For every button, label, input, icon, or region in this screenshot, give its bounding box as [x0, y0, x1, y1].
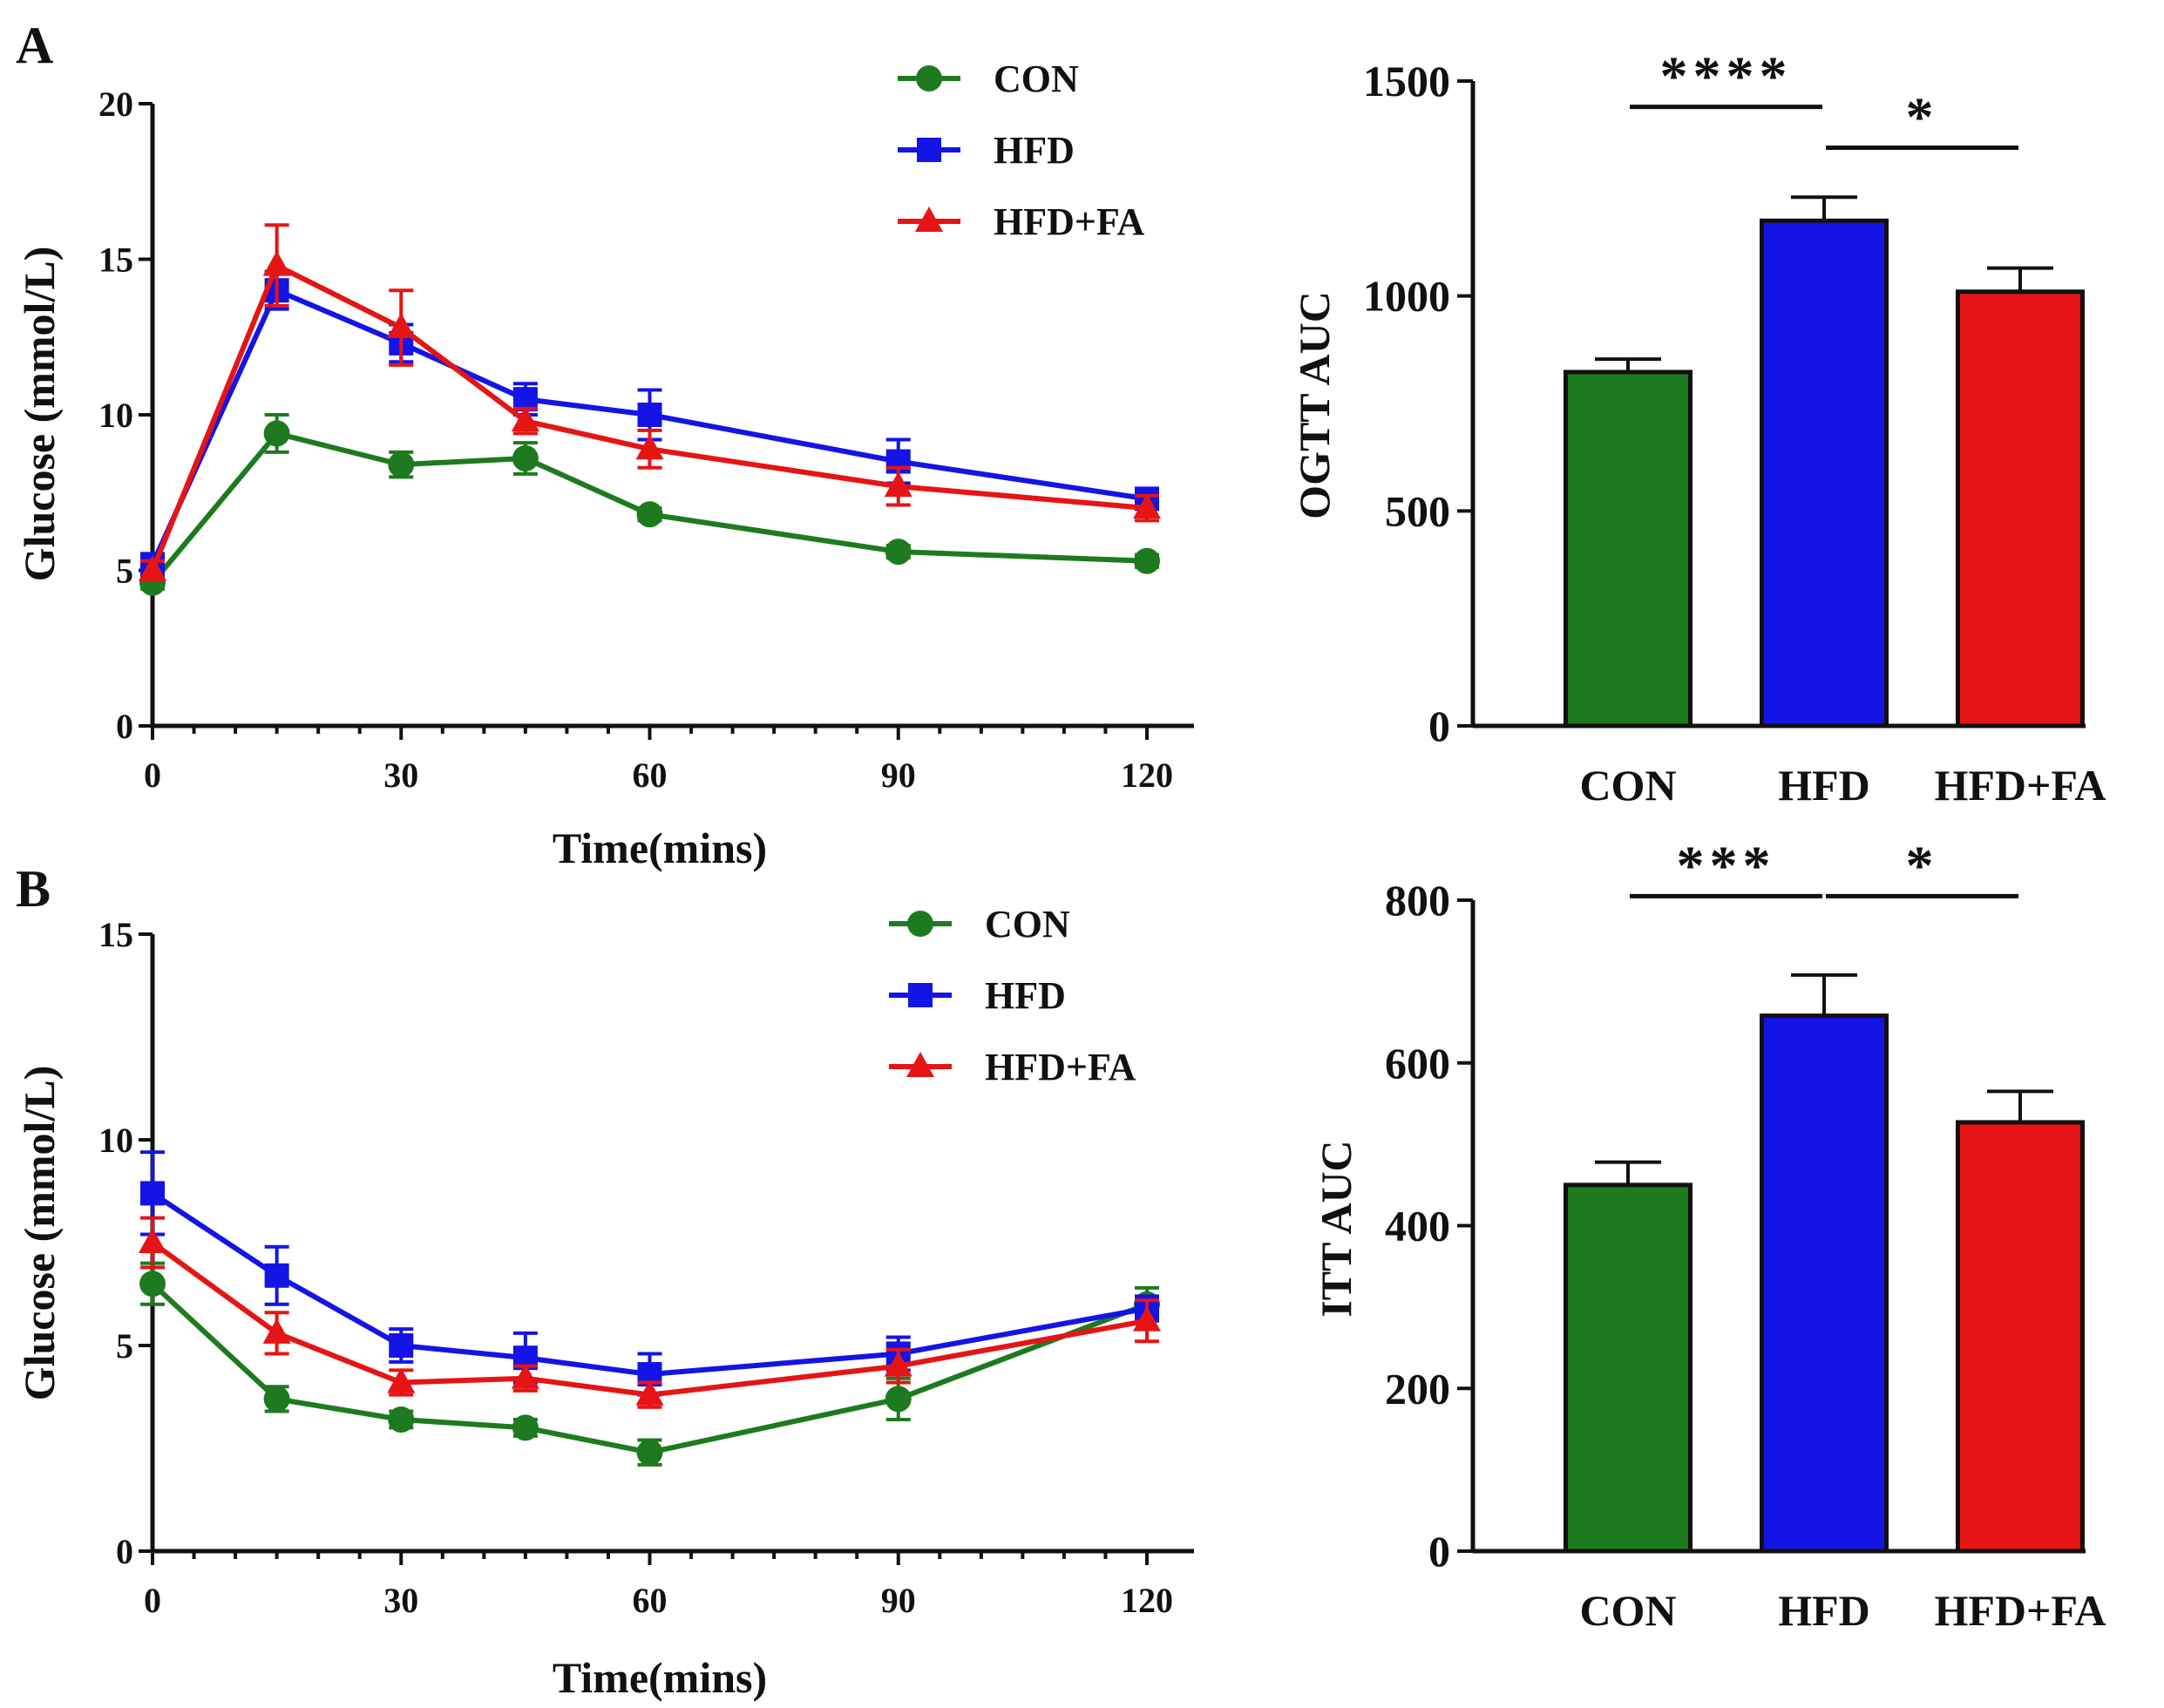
bar-a-hfd-bar — [1760, 218, 1889, 729]
line-b-hfd-fa-point — [139, 1228, 166, 1253]
line-b-hfd-point — [389, 1333, 414, 1358]
line-a-legend-hfd-label: HFD — [994, 129, 1075, 172]
line-b-con-point — [636, 1439, 663, 1466]
line-a-hfd-fa-point — [262, 250, 291, 276]
line-chart-a-ylabel: Glucose (mmol/L) — [15, 247, 64, 582]
line-b-ytick-label: 5 — [116, 1326, 133, 1366]
line-a-xtick-label: 120 — [1121, 756, 1173, 795]
bar-a-ytick-label: 0 — [1428, 702, 1450, 750]
bar-a-significance-con-hfd-label: **** — [1660, 45, 1793, 107]
line-a-legend-con-label: CON — [994, 58, 1079, 100]
line-a-ytick-label: 0 — [116, 707, 133, 746]
line-b-con-point — [512, 1414, 539, 1441]
line-chart-a: Glucose (mmol/L) Time(mins) 0 5 10 15 20 0 30 6… — [15, 58, 1194, 872]
line-a-con-point — [636, 501, 663, 528]
line-b-legend-con-marker — [907, 911, 933, 937]
bar-a-ytick-label: 1500 — [1363, 57, 1450, 105]
line-a-hfd-fa-point — [139, 555, 166, 581]
bar-a-significance-hfd-hfd-fa-label: * — [1906, 85, 1939, 147]
line-a-hfd-fa-point — [387, 313, 416, 339]
panel-label-b: B — [16, 860, 51, 918]
panel-label-a: A — [16, 17, 53, 74]
line-a-legend-hfd-fa-marker — [915, 207, 943, 232]
line-b-legend-hfd-fa-marker — [906, 1052, 934, 1077]
bar-b-significance-con-hfd-label: *** — [1677, 834, 1776, 896]
line-b-hfd-fa-point — [635, 1379, 664, 1406]
line-chart-b-xlabel: Time(mins) — [553, 1653, 767, 1702]
line-b-con-point — [885, 1386, 912, 1413]
line-b-hfd-fa-point — [884, 1351, 912, 1377]
bar-b-ytick-label: 200 — [1385, 1364, 1450, 1413]
line-a-con-point — [263, 420, 290, 447]
line-a-xtick-label: 0 — [144, 756, 161, 795]
bar-b-hfd-bar — [1760, 1013, 1889, 1554]
bar-a-hfd-category-label: HFD — [1778, 761, 1870, 810]
line-a-ytick-label: 20 — [98, 85, 133, 124]
line-a-con-point — [885, 539, 912, 566]
line-a-legend-con-marker — [916, 65, 942, 92]
line-b-xtick-label: 90 — [881, 1581, 916, 1620]
bar-b-con-category-label: CON — [1579, 1586, 1676, 1635]
line-b-hfd-point — [140, 1181, 165, 1206]
line-a-hfd-fa-point — [1133, 493, 1161, 519]
line-a-ytick-label: 15 — [98, 241, 133, 280]
line-b-con-point — [139, 1271, 166, 1298]
bar-a-hfd-fa-category-label: HFD+FA — [1935, 761, 2106, 810]
bar-a-ytick-label: 1000 — [1363, 272, 1450, 321]
line-a-ytick-label: 10 — [98, 396, 133, 435]
line-b-con-point — [263, 1386, 290, 1413]
line-b-xtick-label: 0 — [144, 1581, 161, 1620]
line-a-hfd-fa-point — [511, 406, 539, 432]
line-b-legend-con-label: CON — [985, 903, 1070, 946]
line-b-legend-hfd-marker — [908, 983, 933, 1007]
line-b-xtick-label: 30 — [383, 1581, 418, 1620]
line-b-ytick-label: 15 — [98, 915, 133, 954]
line-b-xtick-label: 120 — [1121, 1581, 1173, 1620]
bar-b-hfd-fa-category-label: HFD+FA — [1935, 1586, 2106, 1635]
bar-chart-b-ylabel: ITT AUC — [1312, 1140, 1360, 1317]
line-b-xtick-label: 60 — [633, 1581, 668, 1620]
line-b-legend-hfd-fa-label: HFD+FA — [985, 1046, 1136, 1088]
line-chart-b: Glucose (mmol/L) Time(mins) 0 5 10 15 0 30 60 9… — [15, 903, 1194, 1702]
line-chart-a-xlabel: Time(mins) — [553, 824, 767, 872]
line-b-hfd-fa-point — [511, 1363, 539, 1389]
bar-a-con-category-label: CON — [1579, 761, 1676, 810]
line-a-xtick-label: 90 — [881, 756, 916, 795]
line-b-hfd-fa-point — [387, 1367, 416, 1393]
line-a-hfd-fa-point — [635, 434, 664, 460]
bar-b-ytick-label: 400 — [1385, 1202, 1450, 1250]
bar-chart-a-ylabel: OGTT AUC — [1290, 291, 1339, 519]
line-b-con-point — [388, 1406, 415, 1433]
line-b-ytick-label: 0 — [116, 1532, 133, 1571]
line-a-ytick-label: 5 — [116, 552, 133, 591]
bar-b-ytick-label: 800 — [1385, 876, 1450, 925]
line-a-hfd-fa-point — [884, 471, 912, 498]
line-chart-b-ylabel: Glucose (mmol/L) — [15, 1066, 64, 1401]
line-a-hfd-point — [637, 403, 662, 427]
line-b-ytick-label: 10 — [98, 1121, 133, 1160]
line-a-xtick-label: 30 — [383, 756, 418, 795]
line-a-con-point — [512, 444, 539, 471]
bar-b-ytick-label: 600 — [1385, 1039, 1450, 1088]
line-a-con-point — [1134, 547, 1160, 574]
line-b-legend-hfd-label: HFD — [985, 974, 1066, 1017]
bar-b-ytick-label: 0 — [1428, 1527, 1450, 1576]
line-a-legend-hfd-marker — [917, 138, 941, 162]
bar-b-hfd-category-label: HFD — [1778, 1586, 1870, 1635]
line-a-xtick-label: 60 — [633, 756, 668, 795]
bar-b-hfd-fa-bar — [1956, 1120, 2085, 1554]
line-a-legend-hfd-fa-label: HFD+FA — [994, 200, 1145, 243]
line-b-hfd-point — [264, 1263, 289, 1288]
bar-a-con-bar — [1564, 369, 1693, 729]
bar-b-con-bar — [1564, 1183, 1693, 1554]
bar-a-hfd-fa-bar — [1956, 289, 2085, 729]
line-b-hfd-fa-point — [1133, 1305, 1161, 1332]
line-b-hfd-fa-point — [262, 1318, 291, 1344]
bar-a-ytick-label: 500 — [1385, 486, 1450, 535]
bar-b-significance-hfd-hfd-fa-label: * — [1906, 834, 1939, 896]
line-a-con-point — [388, 451, 415, 478]
